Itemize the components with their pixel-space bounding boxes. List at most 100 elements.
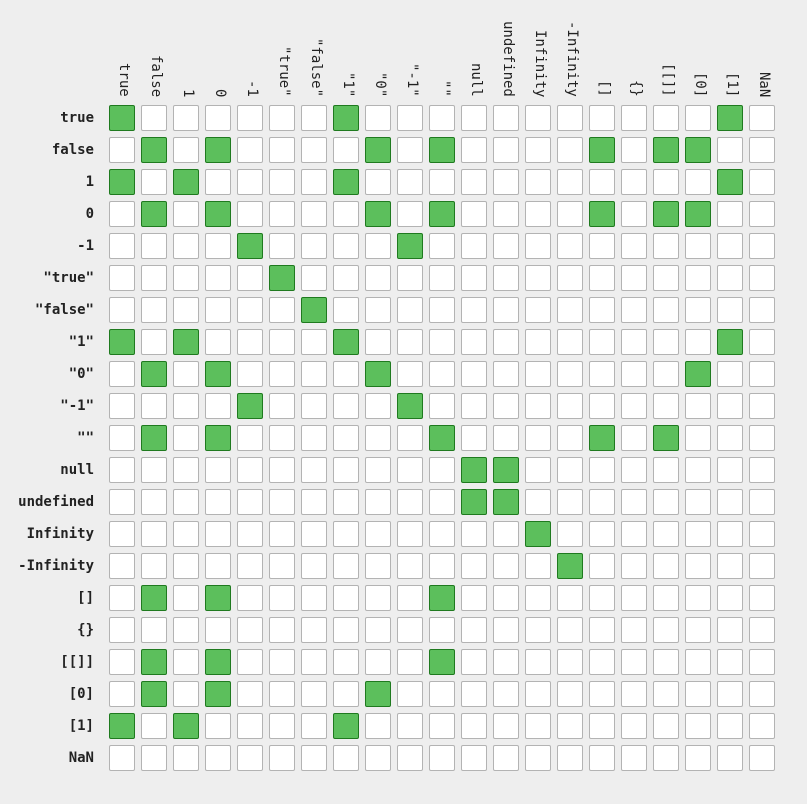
empty-cell xyxy=(685,233,711,259)
empty-cell xyxy=(749,521,775,547)
empty-cell xyxy=(589,553,615,579)
empty-cell xyxy=(205,553,231,579)
row-header-infinity-14: -Infinity xyxy=(18,558,94,574)
column-header-empty-16: {} xyxy=(624,80,648,180)
row-header-1-19: [1] xyxy=(68,718,94,734)
empty-cell xyxy=(173,457,199,483)
empty-cell xyxy=(557,425,583,451)
empty-cell xyxy=(237,137,263,163)
empty-cell xyxy=(269,393,295,419)
column-header-false-1: false xyxy=(144,55,168,155)
empty-cell xyxy=(397,745,423,771)
equal-cell xyxy=(365,361,391,387)
empty-cell xyxy=(461,553,487,579)
empty-cell xyxy=(525,297,551,323)
empty-cell xyxy=(685,521,711,547)
empty-cell xyxy=(301,137,327,163)
empty-cell xyxy=(397,553,423,579)
empty-cell xyxy=(525,265,551,291)
empty-cell xyxy=(141,265,167,291)
column-header-label: -1 xyxy=(244,80,260,97)
empty-cell xyxy=(429,105,455,131)
empty-cell xyxy=(301,489,327,515)
empty-cell xyxy=(621,169,647,195)
empty-cell xyxy=(525,489,551,515)
empty-cell xyxy=(173,585,199,611)
empty-cell xyxy=(333,393,359,419)
equal-cell xyxy=(589,137,615,163)
empty-cell xyxy=(109,553,135,579)
empty-cell xyxy=(621,745,647,771)
empty-cell xyxy=(557,713,583,739)
empty-cell xyxy=(589,233,615,259)
equal-cell xyxy=(141,361,167,387)
empty-cell xyxy=(717,713,743,739)
empty-cell xyxy=(429,233,455,259)
equal-cell xyxy=(365,201,391,227)
row-header-1-9: "-1" xyxy=(60,398,94,414)
equal-cell xyxy=(109,329,135,355)
row-header-1-7: "1" xyxy=(68,334,94,350)
empty-cell xyxy=(557,585,583,611)
empty-cell xyxy=(205,617,231,643)
empty-cell xyxy=(749,553,775,579)
empty-cell xyxy=(717,681,743,707)
empty-cell xyxy=(653,681,679,707)
empty-cell xyxy=(717,297,743,323)
empty-cell xyxy=(301,201,327,227)
empty-cell xyxy=(749,489,775,515)
empty-cell xyxy=(269,233,295,259)
column-header-label: [0] xyxy=(692,72,708,98)
empty-cell xyxy=(269,553,295,579)
empty-cell xyxy=(333,297,359,323)
empty-cell xyxy=(525,393,551,419)
empty-cell xyxy=(525,233,551,259)
empty-cell xyxy=(717,745,743,771)
empty-cell xyxy=(589,265,615,291)
empty-cell xyxy=(141,521,167,547)
column-header-0-3: 0 xyxy=(208,89,232,189)
empty-cell xyxy=(173,425,199,451)
equal-cell xyxy=(205,649,231,675)
empty-cell xyxy=(205,329,231,355)
empty-cell xyxy=(557,233,583,259)
column-header-label: "true" xyxy=(276,46,292,97)
empty-cell xyxy=(141,329,167,355)
empty-cell xyxy=(749,617,775,643)
empty-cell xyxy=(493,329,519,355)
empty-cell xyxy=(205,105,231,131)
empty-cell xyxy=(589,585,615,611)
empty-cell xyxy=(461,649,487,675)
empty-cell xyxy=(269,329,295,355)
empty-cell xyxy=(749,745,775,771)
empty-cell xyxy=(749,297,775,323)
empty-cell xyxy=(525,713,551,739)
empty-cell xyxy=(717,553,743,579)
empty-cell xyxy=(141,713,167,739)
empty-cell xyxy=(653,233,679,259)
empty-cell xyxy=(557,617,583,643)
empty-cell xyxy=(365,233,391,259)
empty-cell xyxy=(301,713,327,739)
empty-cell xyxy=(749,425,775,451)
empty-cell xyxy=(653,297,679,323)
equal-cell xyxy=(109,105,135,131)
empty-cell xyxy=(365,105,391,131)
empty-cell xyxy=(525,649,551,675)
column-header-label: "-1" xyxy=(404,63,420,97)
empty-cell xyxy=(429,329,455,355)
empty-cell xyxy=(365,521,391,547)
empty-cell xyxy=(109,489,135,515)
empty-cell xyxy=(557,457,583,483)
equal-cell xyxy=(397,393,423,419)
empty-cell xyxy=(461,137,487,163)
empty-cell xyxy=(301,329,327,355)
equal-cell xyxy=(493,457,519,483)
empty-cell xyxy=(589,617,615,643)
empty-cell xyxy=(237,649,263,675)
empty-cell xyxy=(365,329,391,355)
empty-cell xyxy=(749,585,775,611)
empty-cell xyxy=(141,169,167,195)
empty-cell xyxy=(557,329,583,355)
empty-cell xyxy=(525,105,551,131)
